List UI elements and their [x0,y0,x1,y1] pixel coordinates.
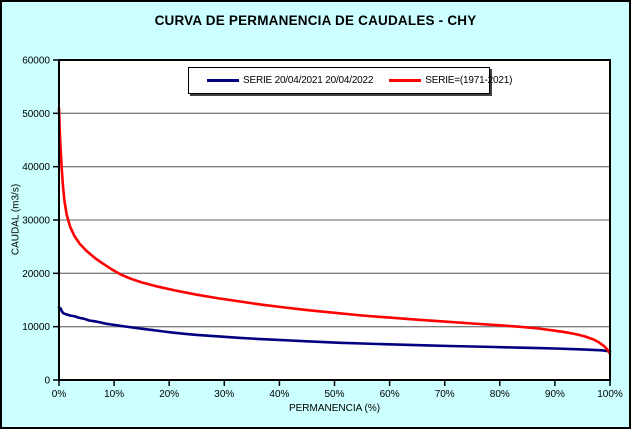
chart-legend: SERIE 20/04/2021 20/04/2022 SERIE=(1971-… [188,67,512,94]
svg-text:50000: 50000 [22,109,50,120]
svg-text:60%: 60% [380,389,400,400]
svg-text:0%: 0% [52,389,67,400]
svg-text:60000: 60000 [22,56,50,67]
legend-line-swatch-red [389,79,422,82]
svg-text:50%: 50% [324,389,344,400]
legend-label-serie-1971-2021: SERIE=(1971-2021) [425,75,513,86]
y-axis-label: CAUDAL (m3/s) [10,183,22,256]
svg-text:70%: 70% [435,389,455,400]
svg-text:100%: 100% [597,389,623,400]
legend-label-serie-2021-2022: SERIE 20/04/2021 20/04/2022 [243,75,374,86]
svg-text:40000: 40000 [22,162,50,173]
legend-item-serie-2021-2022: SERIE 20/04/2021 20/04/2022 [207,75,373,86]
chart-title: CURVA DE PERMANENCIA DE CAUDALES - CHY [154,13,477,28]
svg-text:90%: 90% [545,389,565,400]
x-axis-label: PERMANENCIA (%) [288,403,381,414]
legend-item-serie-1971-2021: SERIE=(1971-2021) [389,75,512,86]
svg-text:30%: 30% [214,389,234,400]
svg-text:40%: 40% [269,389,289,400]
svg-text:10%: 10% [104,389,124,400]
svg-text:30000: 30000 [22,216,50,227]
svg-text:0: 0 [44,376,50,387]
svg-text:80%: 80% [490,389,510,400]
svg-text:10000: 10000 [22,322,50,333]
legend-line-swatch-blue [207,79,239,82]
svg-text:20000: 20000 [22,269,50,280]
svg-text:20%: 20% [159,389,179,400]
